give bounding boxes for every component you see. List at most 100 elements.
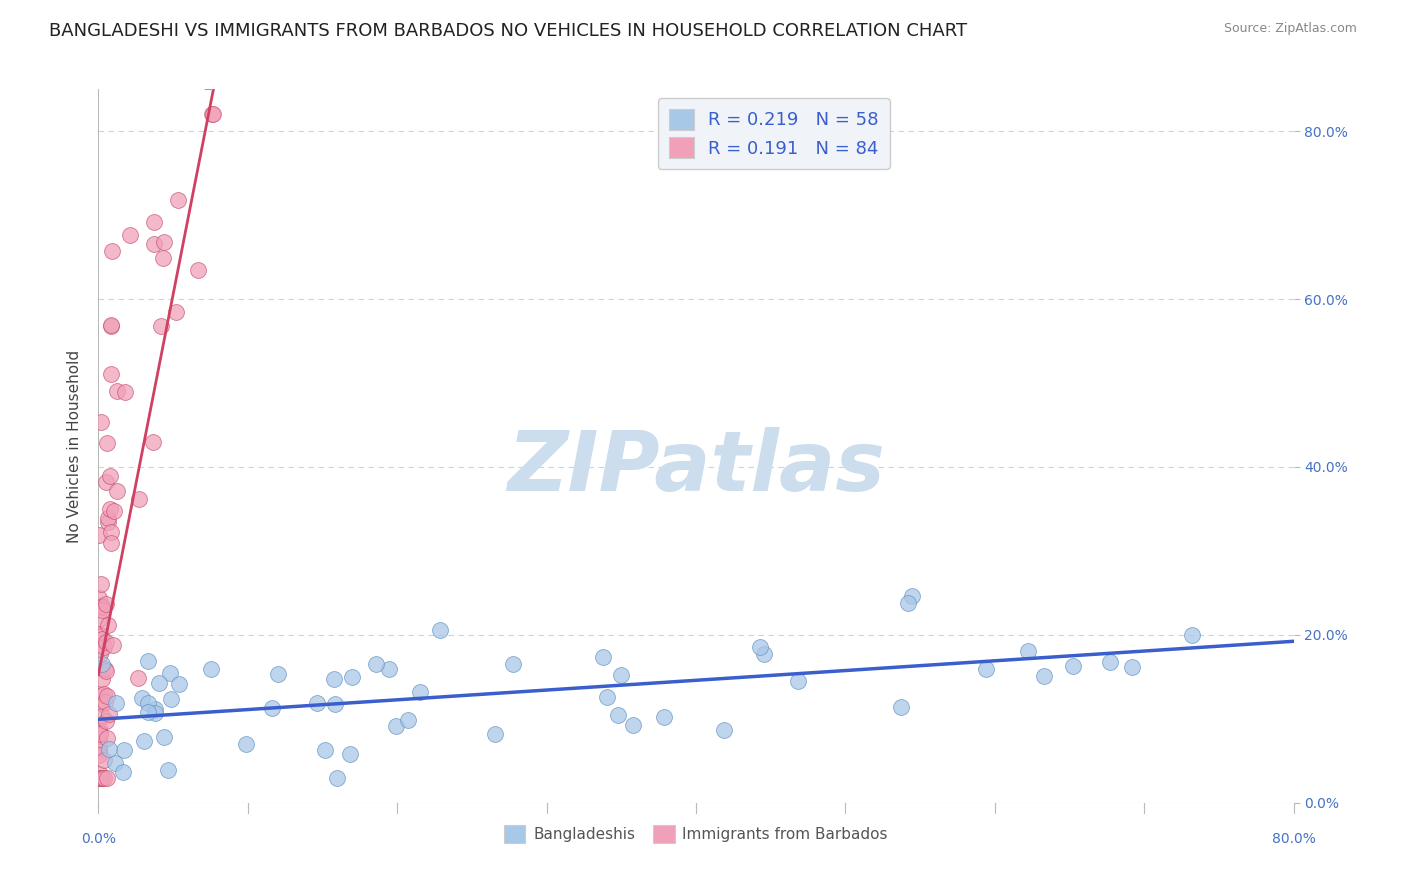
Bangladeshis [1121, 660, 1143, 674]
Bangladeshis [1032, 669, 1054, 683]
Immigrants from Barbados [89, 771, 111, 785]
Bangladeshis [409, 685, 432, 699]
Bangladeshis [325, 771, 347, 785]
Immigrants from Barbados [89, 767, 111, 781]
Immigrants from Barbados [105, 484, 128, 499]
Immigrants from Barbados [100, 319, 122, 334]
Immigrants from Barbados [89, 591, 111, 605]
Immigrants from Barbados [167, 193, 190, 207]
Immigrants from Barbados [100, 536, 122, 550]
Immigrants from Barbados [91, 632, 114, 647]
Immigrants from Barbados [97, 516, 120, 530]
Immigrants from Barbados [165, 305, 187, 319]
Bangladeshis [396, 713, 419, 727]
Text: 0.0%: 0.0% [82, 832, 115, 847]
Immigrants from Barbados [89, 771, 111, 785]
Immigrants from Barbados [90, 415, 112, 429]
Immigrants from Barbados [97, 617, 120, 632]
Bangladeshis [323, 698, 346, 712]
Bangladeshis [1099, 655, 1122, 669]
Immigrants from Barbados [101, 638, 124, 652]
Bangladeshis [267, 667, 290, 681]
Bangladeshis [621, 718, 644, 732]
Bangladeshis [610, 667, 633, 681]
Immigrants from Barbados [90, 697, 112, 711]
Bangladeshis [105, 696, 128, 710]
Immigrants from Barbados [153, 235, 176, 249]
Immigrants from Barbados [96, 436, 118, 450]
Bangladeshis [200, 662, 222, 676]
Immigrants from Barbados [93, 640, 115, 655]
Immigrants from Barbados [90, 771, 112, 785]
Immigrants from Barbados [187, 262, 209, 277]
Bangladeshis [1017, 644, 1039, 658]
Immigrants from Barbados [89, 739, 111, 754]
Bangladeshis [153, 730, 176, 744]
Immigrants from Barbados [89, 747, 111, 762]
Immigrants from Barbados [149, 319, 172, 334]
Bangladeshis [167, 676, 190, 690]
Immigrants from Barbados [103, 504, 125, 518]
Bangladeshis [159, 666, 181, 681]
Bangladeshis [104, 756, 127, 771]
Immigrants from Barbados [201, 107, 224, 121]
Immigrants from Barbados [89, 771, 111, 785]
Immigrants from Barbados [94, 635, 117, 649]
Immigrants from Barbados [98, 706, 121, 721]
Bangladeshis [143, 706, 166, 720]
Immigrants from Barbados [91, 600, 114, 615]
Immigrants from Barbados [96, 475, 118, 489]
Immigrants from Barbados [89, 771, 111, 785]
Immigrants from Barbados [90, 688, 112, 702]
Bangladeshis [339, 747, 361, 761]
Immigrants from Barbados [91, 603, 114, 617]
Immigrants from Barbados [152, 252, 174, 266]
Bangladeshis [654, 709, 676, 723]
Immigrants from Barbados [96, 731, 118, 745]
Immigrants from Barbados [89, 740, 111, 755]
Immigrants from Barbados [89, 528, 111, 542]
Bangladeshis [596, 690, 619, 704]
Immigrants from Barbados [94, 695, 117, 709]
Text: ZIPatlas: ZIPatlas [508, 427, 884, 508]
Immigrants from Barbados [93, 771, 115, 785]
Immigrants from Barbados [94, 662, 117, 676]
Bangladeshis [138, 705, 160, 719]
Immigrants from Barbados [98, 502, 121, 516]
Legend: Bangladeshis, Immigrants from Barbados: Bangladeshis, Immigrants from Barbados [498, 819, 894, 848]
Bangladeshis [752, 647, 775, 661]
Bangladeshis [484, 727, 506, 741]
Immigrants from Barbados [91, 771, 114, 785]
Bangladeshis [143, 702, 166, 716]
Bangladeshis [342, 670, 364, 684]
Bangladeshis [592, 650, 614, 665]
Immigrants from Barbados [96, 689, 118, 703]
Bangladeshis [132, 734, 155, 748]
Bangladeshis [385, 719, 408, 733]
Bangladeshis [314, 743, 336, 757]
Immigrants from Barbados [90, 599, 112, 613]
Bangladeshis [749, 640, 772, 654]
Immigrants from Barbados [89, 727, 111, 741]
Immigrants from Barbados [98, 469, 121, 483]
Immigrants from Barbados [89, 726, 111, 740]
Bangladeshis [897, 596, 920, 610]
Bangladeshis [131, 691, 153, 706]
Immigrants from Barbados [90, 576, 112, 591]
Immigrants from Barbados [89, 744, 111, 758]
Immigrants from Barbados [89, 611, 111, 625]
Immigrants from Barbados [90, 771, 112, 785]
Bangladeshis [148, 676, 170, 690]
Bangladeshis [91, 657, 114, 672]
Bangladeshis [1062, 659, 1084, 673]
Bangladeshis [787, 674, 810, 689]
Bangladeshis [502, 657, 524, 671]
Immigrants from Barbados [202, 107, 225, 121]
Immigrants from Barbados [89, 627, 111, 641]
Bangladeshis [429, 624, 451, 638]
Immigrants from Barbados [142, 434, 165, 449]
Bangladeshis [136, 696, 159, 710]
Bangladeshis [157, 763, 180, 777]
Immigrants from Barbados [96, 714, 118, 728]
Bangladeshis [322, 672, 344, 686]
